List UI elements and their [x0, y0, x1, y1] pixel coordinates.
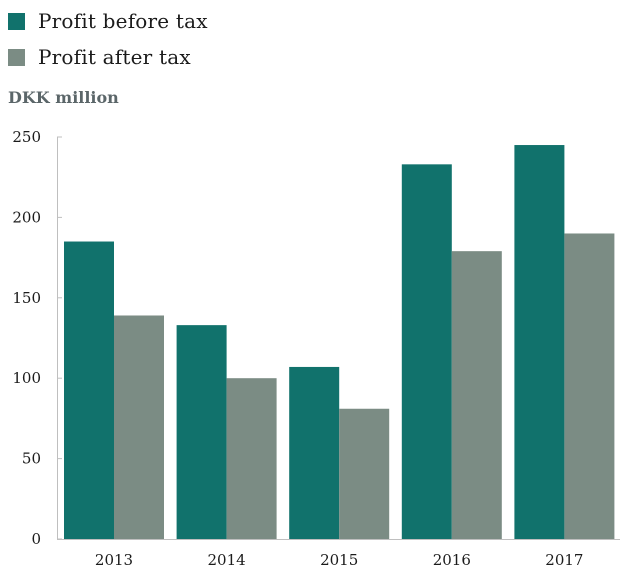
y-tick-label: 50	[22, 450, 41, 468]
bar-profit-after-tax-2016	[451, 251, 502, 539]
bar-profit-after-tax-2013	[114, 315, 164, 539]
legend-label-profit-before-tax: Profit before tax	[38, 9, 208, 33]
y-tick-label: 0	[31, 530, 41, 548]
y-tick-label: 150	[12, 289, 41, 307]
legend: Profit before tax Profit after tax	[8, 6, 208, 78]
bar-profit-before-tax-2013	[64, 241, 114, 539]
y-axis-unit-label: DKK million	[8, 88, 119, 107]
legend-swatch-profit-after-tax	[8, 48, 25, 66]
bar-profit-before-tax-2016	[401, 164, 452, 539]
bar-profit-before-tax-2014	[176, 325, 227, 539]
bar-profit-before-tax-2017	[514, 145, 565, 540]
legend-item-profit-after-tax: Profit after tax	[8, 42, 208, 72]
legend-item-profit-before-tax: Profit before tax	[8, 6, 208, 36]
legend-label-profit-after-tax: Profit after tax	[38, 45, 191, 69]
x-tick-label: 2014	[208, 551, 246, 569]
bar-profit-after-tax-2017	[564, 233, 615, 540]
x-tick-label: 2016	[433, 551, 471, 569]
y-tick-label: 250	[12, 128, 41, 146]
bar-profit-before-tax-2015	[289, 366, 340, 539]
bar-profit-after-tax-2014	[226, 378, 277, 539]
x-tick-label: 2017	[545, 551, 583, 569]
y-tick-label: 200	[12, 208, 41, 226]
y-tick-label: 100	[12, 369, 41, 387]
x-tick-label: 2015	[320, 551, 358, 569]
bar-profit-after-tax-2015	[339, 408, 390, 539]
legend-swatch-profit-before-tax	[8, 12, 25, 30]
x-tick-label: 2013	[95, 551, 133, 569]
